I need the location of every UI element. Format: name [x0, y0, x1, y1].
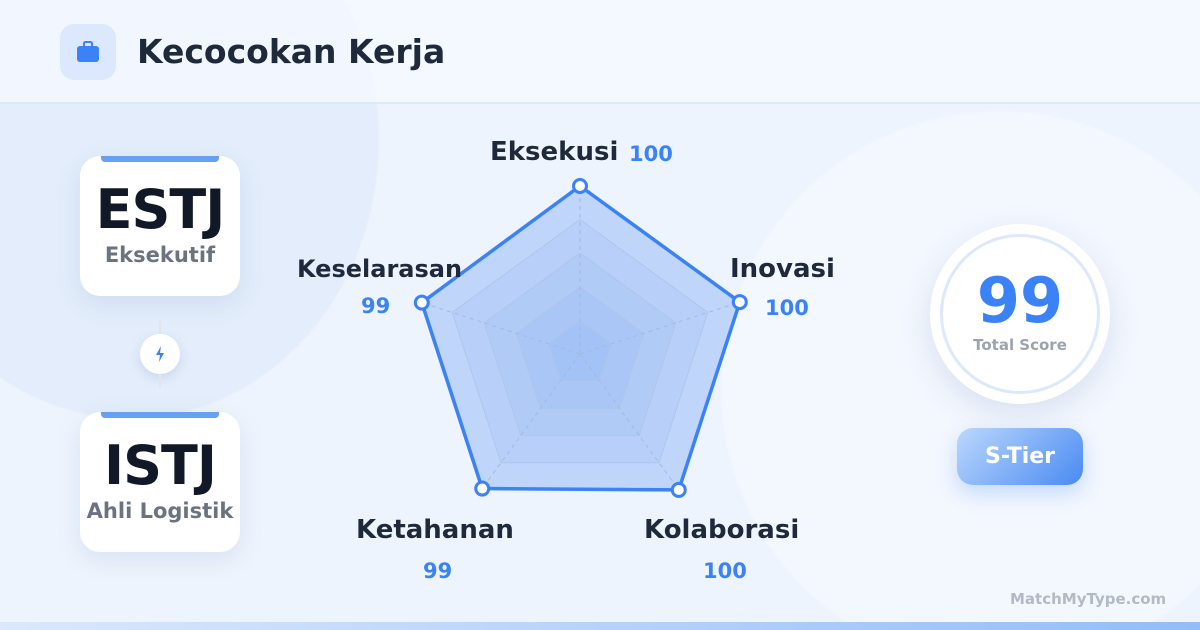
- page-title: Kecocokan Kerja: [137, 32, 446, 71]
- type-name: Ahli Logistik: [86, 499, 234, 523]
- total-score-circle: 99 Total Score: [930, 224, 1110, 404]
- header: Kecocokan Kerja: [0, 0, 1200, 104]
- data-point: [572, 178, 588, 194]
- axis-label-eksekusi: Eksekusi: [490, 137, 619, 167]
- score-value: 99: [976, 264, 1064, 337]
- connector-line: [159, 374, 161, 388]
- briefcase-icon: [60, 24, 116, 80]
- data-point: [731, 294, 748, 311]
- data-point: [474, 480, 491, 497]
- type-code: ISTJ: [104, 434, 217, 497]
- axis-value-ketahanan: 99: [423, 559, 453, 583]
- score-label: Total Score: [973, 336, 1067, 354]
- grid-spoke: [579, 301, 740, 355]
- axis-value-inovasi: 100: [765, 296, 809, 320]
- type-name: Eksekutif: [104, 243, 216, 267]
- axis-value-eksekusi: 100: [629, 142, 673, 166]
- type-code: ESTJ: [95, 178, 226, 241]
- card-accent: [101, 412, 219, 418]
- axis-value-kolaborasi: 100: [703, 559, 747, 583]
- data-area: [420, 184, 742, 492]
- axis-label-ketahanan: Ketahanan: [356, 515, 514, 545]
- tier-badge: S-Tier: [957, 428, 1083, 485]
- axis-label-kolaborasi: Kolaborasi: [644, 515, 800, 545]
- brand-watermark: MatchMyType.com: [1010, 590, 1167, 608]
- type-card-2: ISTJ Ahli Logistik: [80, 412, 240, 552]
- card-accent: [101, 156, 219, 162]
- score-ring: [940, 234, 1100, 394]
- bottom-bar: [0, 622, 1200, 630]
- grid-spoke: [480, 353, 581, 491]
- connector-line: [159, 320, 161, 334]
- axis-label-inovasi: Inovasi: [730, 254, 835, 284]
- grid-spoke: [579, 353, 680, 491]
- axis-value-keselarasan: 99: [361, 294, 391, 318]
- axis-label-keselarasan: Keselarasan: [297, 255, 463, 283]
- type-card-1: ESTJ Eksekutif: [80, 156, 240, 296]
- grid-spoke: [420, 301, 581, 355]
- data-point: [670, 481, 687, 498]
- lightning-icon: [140, 334, 180, 374]
- data-point: [413, 294, 430, 311]
